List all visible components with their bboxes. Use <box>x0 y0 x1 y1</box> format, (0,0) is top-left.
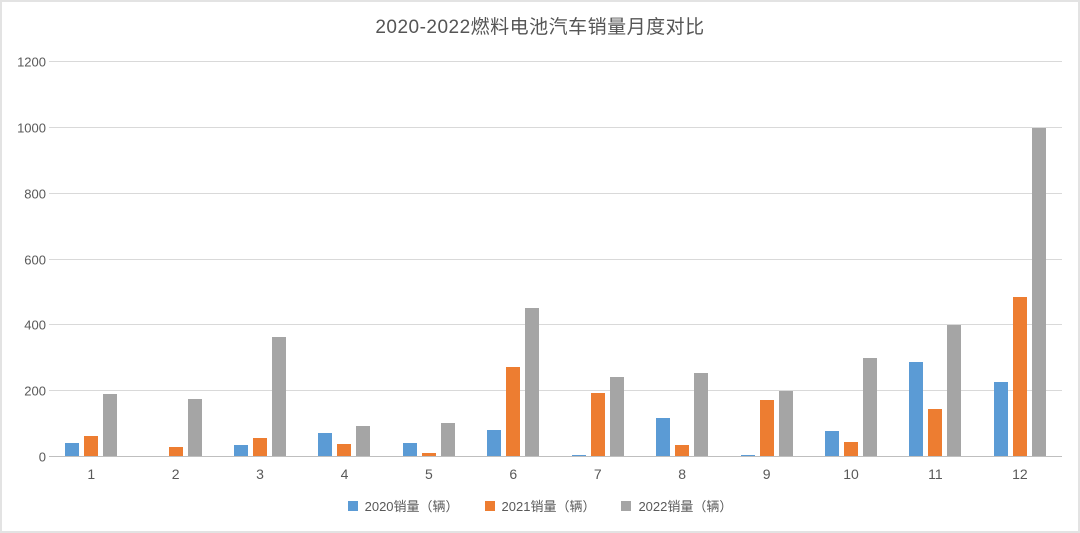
y-axis-tick-label: 0 <box>38 449 46 465</box>
bar-groups <box>49 62 1062 457</box>
legend-item: 2021销量（辆） <box>484 496 596 515</box>
bar-group <box>302 62 386 457</box>
plot-area <box>49 61 1062 457</box>
bar <box>675 445 690 457</box>
bar <box>993 382 1008 457</box>
bar <box>825 431 839 457</box>
bar <box>947 325 962 457</box>
bar <box>863 358 877 457</box>
bar <box>525 307 540 457</box>
bar-group <box>471 62 555 457</box>
x-axis-label: 1 <box>87 466 96 482</box>
chart-title: 2020-2022燃料电池汽车销量月度对比 <box>375 17 705 38</box>
bar <box>65 442 80 457</box>
gridline <box>49 324 1062 326</box>
bar <box>759 400 774 457</box>
bar <box>440 423 455 457</box>
legend-swatch <box>484 500 495 511</box>
y-axis-tick-label: 800 <box>24 186 46 202</box>
x-axis-label: 5 <box>425 466 433 482</box>
x-axis-label: 11 <box>928 466 943 482</box>
bar <box>609 377 624 457</box>
y-axis-tick-label: 200 <box>24 383 46 399</box>
bar <box>590 392 605 457</box>
bar <box>168 447 183 457</box>
x-axis-label: 7 <box>593 466 602 482</box>
x-axis-labels: 1 2 3 4 5 6 7 8 9 10 11 12 <box>49 466 1062 482</box>
x-axis-label: 12 <box>1012 466 1028 482</box>
bar <box>506 367 521 457</box>
bar <box>928 409 943 457</box>
bar <box>272 336 287 457</box>
bar-group <box>556 62 640 457</box>
y-axis-tick-label: 400 <box>24 317 46 333</box>
bar <box>656 417 671 457</box>
bar <box>909 362 924 457</box>
bar-group <box>49 62 133 457</box>
x-axis-label: 9 <box>762 466 771 482</box>
legend-item: 2020销量（辆） <box>347 496 459 515</box>
gridline <box>49 61 1062 62</box>
legend-swatch <box>347 500 358 511</box>
legend-label: 2020销量（辆） <box>364 499 459 514</box>
bar <box>487 430 502 457</box>
bar <box>778 391 793 457</box>
bar <box>84 436 99 457</box>
x-axis-label: 2 <box>171 466 180 482</box>
x-axis-label: 3 <box>256 466 264 482</box>
bar-group <box>133 62 217 457</box>
bar-group <box>978 62 1062 457</box>
bar-group <box>724 62 808 457</box>
legend-swatch <box>621 500 632 511</box>
bar <box>1012 297 1027 457</box>
bar-group <box>809 62 893 457</box>
y-axis-tick-label: 1200 <box>17 54 46 70</box>
gridline <box>49 258 1062 260</box>
gridline <box>49 126 1062 128</box>
bar <box>337 444 352 457</box>
bar-group <box>218 62 302 457</box>
x-axis-label: 6 <box>509 466 518 482</box>
bar <box>234 445 249 457</box>
bar <box>402 442 417 457</box>
y-axis: 0 200 400 600 800 1000 1200 <box>4 56 46 464</box>
bar-group <box>893 62 977 457</box>
x-axis-label: 8 <box>678 466 687 482</box>
bar <box>187 398 202 457</box>
bar-group <box>387 62 471 457</box>
legend-label: 2021销量（辆） <box>501 499 596 514</box>
bar <box>844 441 858 457</box>
bar <box>318 433 333 457</box>
bar <box>421 453 436 457</box>
y-axis-tick-label: 600 <box>24 252 46 267</box>
bar <box>1031 127 1046 457</box>
y-axis-tick-label: 1000 <box>17 120 46 136</box>
x-axis-label: 10 <box>843 466 859 482</box>
gridline <box>49 390 1062 392</box>
x-axis-line <box>49 456 1062 457</box>
legend-label: 2022销量（辆） <box>638 499 733 514</box>
legend: 2020销量（辆） 2021销量（辆） 2022销量（辆） <box>2 496 1078 515</box>
bar <box>694 373 709 457</box>
legend-item: 2022销量（辆） <box>621 496 732 515</box>
bar <box>103 394 118 457</box>
bar <box>356 425 371 457</box>
gridline <box>49 192 1062 194</box>
bar <box>253 437 268 457</box>
bar-group <box>640 62 724 457</box>
x-axis-label: 4 <box>340 466 349 482</box>
